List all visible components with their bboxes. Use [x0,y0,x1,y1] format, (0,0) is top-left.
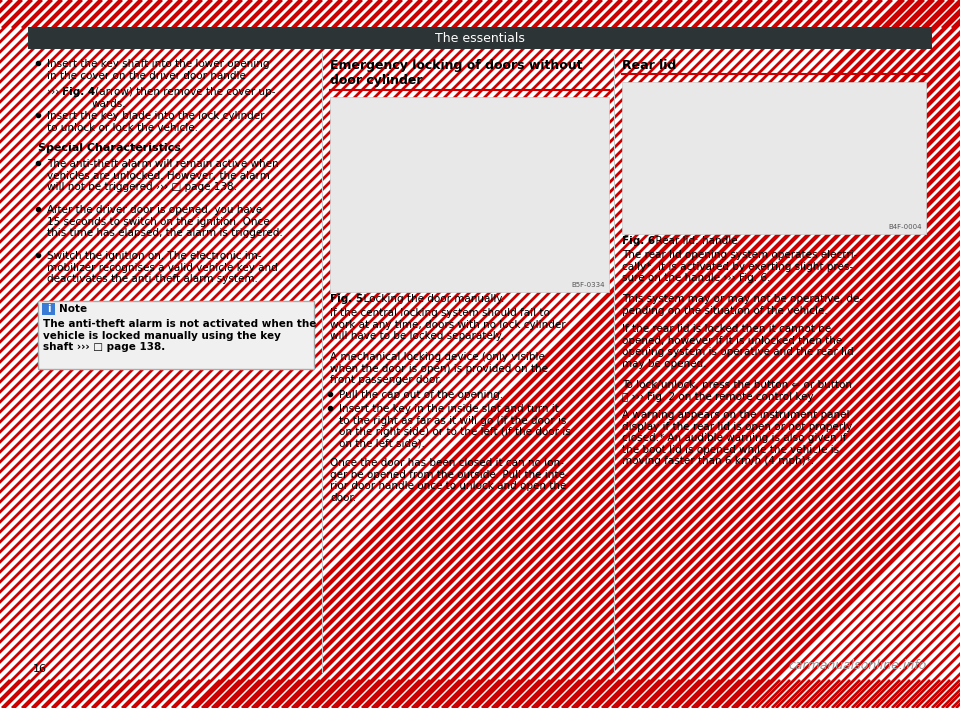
Text: This system may or may not be operative, de-
pending on the situation of the veh: This system may or may not be operative,… [622,294,863,316]
Text: B5F-0334: B5F-0334 [571,282,605,288]
Bar [0,0,28,708]
Text: Locking the door manually.: Locking the door manually. [357,294,504,304]
Text: Rear lid: Rear lid [622,59,676,72]
Text: Pull the cap out of the opening.: Pull the cap out of the opening. [339,390,503,400]
Text: Switch the ignition on. The electronic im-
mobilizer recognises a valid vehicle : Switch the ignition on. The electronic i… [47,251,277,284]
Text: To lock/unlock, press the button ⇐ or button
Ⓓ ››› Fig. 2 on the remote control : To lock/unlock, press the button ⇐ or bu… [622,380,852,401]
Bar [932,0,960,708]
Text: 16: 16 [33,664,47,674]
Bar [0,680,960,708]
Text: The rear lid opening system operates electri-
cally*. It is activated by exertin: The rear lid opening system operates ele… [622,250,857,283]
Text: i: i [47,304,50,314]
Text: carmanualsonline.info: carmanualsonline.info [789,659,927,672]
Text: ›››: ››› [47,87,62,97]
Text: If the rear lid is locked then it cannot be
opened, however if it is unlocked th: If the rear lid is locked then it cannot… [622,324,853,369]
Text: Once the door has been closed it can no lon-
ger be opened from the outside. Pul: Once the door has been closed it can no … [330,458,568,503]
Bar [0,0,960,28]
Text: Special Characteristics: Special Characteristics [38,143,180,153]
Text: Insert the key in the inside slot and turn it
to the right as far as it will go : Insert the key in the inside slot and tu… [339,404,571,449]
Text: The anti-theft alarm is not activated when the
vehicle is locked manually using : The anti-theft alarm is not activated wh… [43,319,317,352]
Text: After the driver door is opened, you have
15 seconds to switch on the ignition. : After the driver door is opened, you hav… [47,205,283,238]
Bar [932,0,960,708]
Bar [0,0,28,708]
Text: Fig. 5: Fig. 5 [330,294,363,304]
Text: Fig. 6: Fig. 6 [622,236,655,246]
Text: A warning appears on the instrument panel
display if the rear lid is open or not: A warning appears on the instrument pane… [622,410,852,467]
Bar [38,301,314,369]
Text: Note: Note [59,304,87,314]
Text: The essentials: The essentials [435,31,525,45]
Text: Rear lid: handle: Rear lid: handle [649,236,737,246]
Bar [42,303,55,315]
Text: Emergency locking of doors without
door cylinder: Emergency locking of doors without door … [330,59,583,87]
Text: A mechanical locking device (only visible
when the door is open) is provided on : A mechanical locking device (only visibl… [330,352,548,385]
Bar [622,82,926,234]
Text: The anti-theft alarm will remain active when
vehicles are unlocked. However, the: The anti-theft alarm will remain active … [47,159,278,192]
Bar [0,0,960,28]
Bar [0,680,960,708]
Text: Insert the key blade into the lock cylinder
to unlock or lock the vehicle.: Insert the key blade into the lock cylin… [47,111,265,132]
Text: If the central locking system should fail to
work at any time, doors with no loc: If the central locking system should fai… [330,308,565,341]
Bar [330,97,609,292]
Text: B4F-0004: B4F-0004 [889,224,922,230]
Text: Fig. 4: Fig. 4 [62,87,95,97]
Bar [28,27,932,49]
Text: Insert the key shaft into the lower opening
in the cover on the driver door hand: Insert the key shaft into the lower open… [47,59,270,81]
Text: (arrow) then remove the cover up-
wards.: (arrow) then remove the cover up- wards. [92,87,276,108]
